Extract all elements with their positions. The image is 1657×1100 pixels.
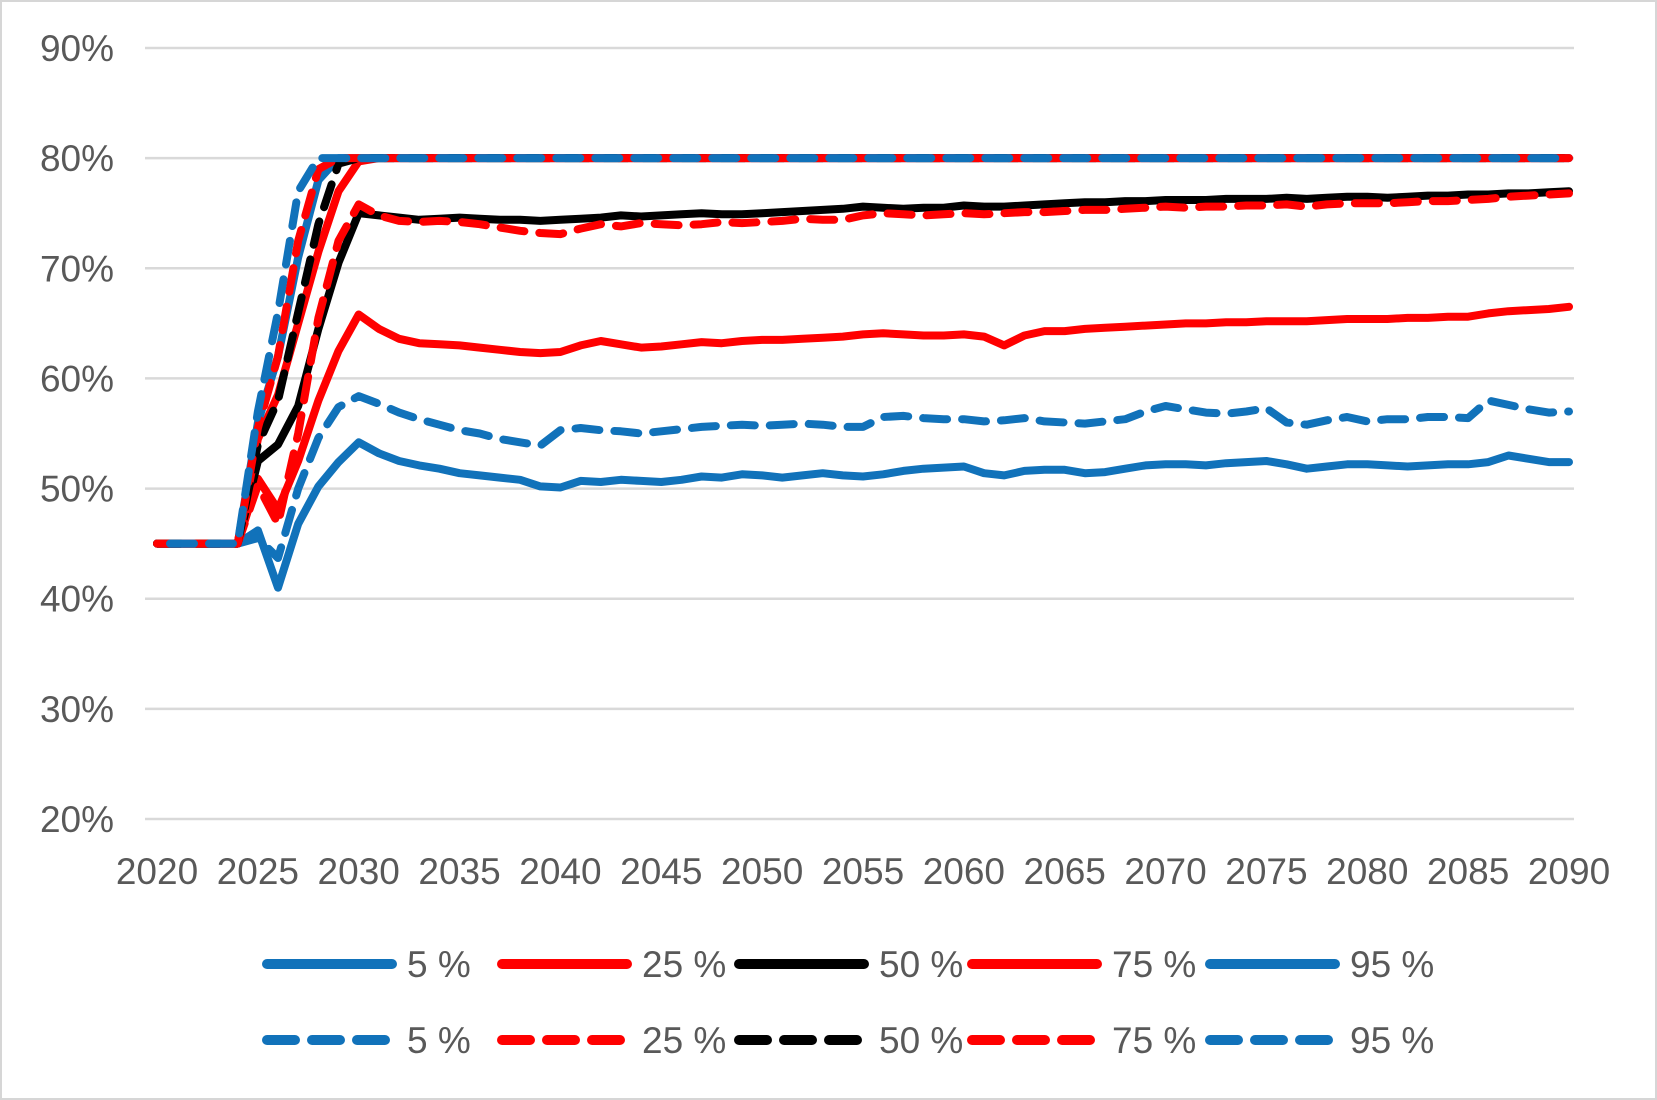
series-line-p5_solid — [153, 438, 1573, 592]
x-tick-label: 2025 — [217, 851, 299, 892]
y-tick-label: 30% — [40, 689, 114, 730]
legend-label-solid-75%: 75 % — [1112, 944, 1196, 985]
series-line-p25_solid — [153, 302, 1573, 548]
x-tick-label: 2040 — [519, 851, 601, 892]
legend-label-dashed-95%: 95 % — [1350, 1020, 1434, 1061]
x-tick-label: 2045 — [620, 851, 702, 892]
x-tick-label: 2055 — [822, 851, 904, 892]
legend-label-solid-5%: 5 % — [407, 944, 471, 985]
series-line-p95_dashed — [153, 154, 1573, 548]
y-tick-label: 50% — [40, 469, 114, 510]
x-tick-label: 2060 — [923, 851, 1005, 892]
x-tick-label: 2050 — [721, 851, 803, 892]
legend-label-dashed-75%: 75 % — [1112, 1020, 1196, 1061]
y-tick-label: 40% — [40, 579, 114, 620]
legend-label-dashed-5%: 5 % — [407, 1020, 471, 1061]
series-line-p25_dashed — [153, 189, 1573, 548]
x-tick-label: 2075 — [1225, 851, 1307, 892]
x-tick-label: 2085 — [1427, 851, 1509, 892]
x-tick-label: 2070 — [1124, 851, 1206, 892]
legend-label-solid-25%: 25 % — [642, 944, 726, 985]
y-tick-label: 60% — [40, 358, 114, 399]
series-line-p5_dashed — [153, 392, 1573, 562]
legend-label-dashed-25%: 25 % — [642, 1020, 726, 1061]
x-tick-label: 2030 — [318, 851, 400, 892]
legend-label-dashed-50%: 50 % — [879, 1020, 963, 1061]
y-tick-label: 70% — [40, 248, 114, 289]
x-tick-label: 2090 — [1528, 851, 1610, 892]
legend-label-solid-95%: 95 % — [1350, 944, 1434, 985]
y-tick-label: 20% — [40, 799, 114, 840]
x-tick-label: 2080 — [1326, 851, 1408, 892]
y-tick-label: 90% — [40, 28, 114, 69]
x-tick-label: 2035 — [418, 851, 500, 892]
x-tick-label: 2065 — [1024, 851, 1106, 892]
y-tick-label: 80% — [40, 138, 114, 179]
series-line-p50_solid — [153, 187, 1573, 548]
legend-label-solid-50%: 50 % — [879, 944, 963, 985]
x-tick-label: 2020 — [116, 851, 198, 892]
